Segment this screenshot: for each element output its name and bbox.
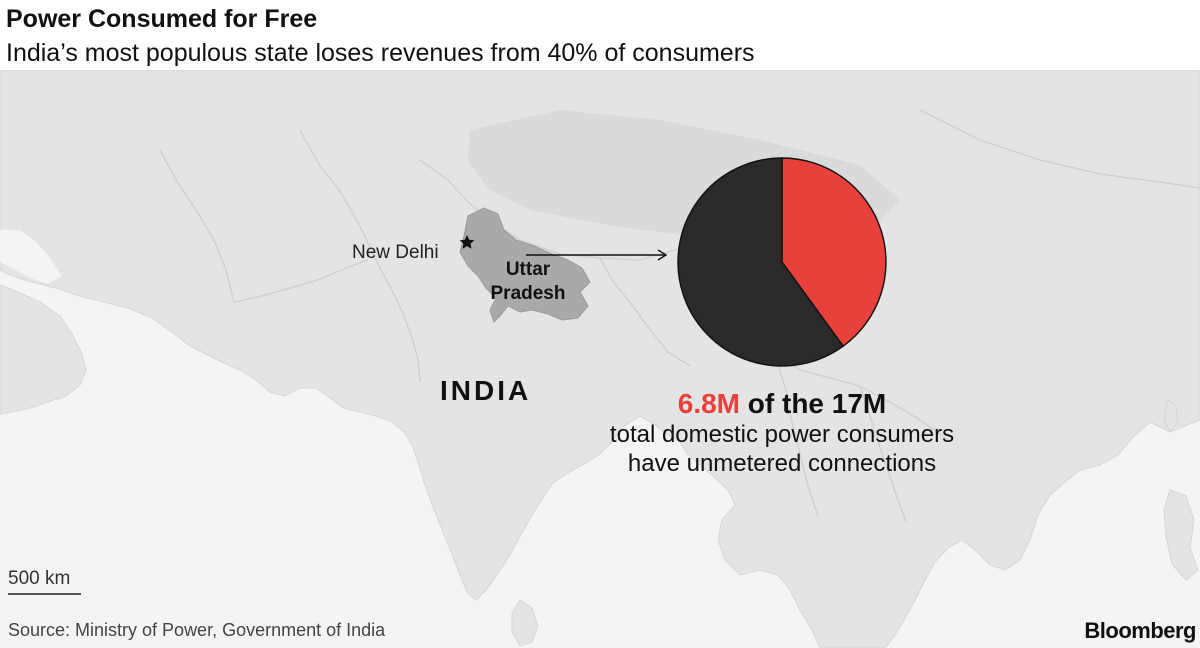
callout-line3: have unmetered connections: [627, 450, 937, 477]
bloomberg-logo: Bloomberg: [1084, 618, 1196, 643]
pie-chart: [677, 157, 887, 367]
island-taiwan: [1163, 399, 1179, 433]
callout-highlight: 6.8M: [677, 388, 740, 419]
state-label: Uttar Pradesh: [476, 258, 580, 306]
source-note: Source: Ministry of Power, Government of…: [8, 620, 386, 640]
state-label-line2: Pradesh: [490, 283, 566, 304]
star-icon: [459, 235, 475, 249]
scale-bar: [8, 593, 81, 595]
chart-title: Power Consumed for Free: [6, 5, 318, 33]
scale-label: 500 km: [8, 568, 71, 589]
header: Power Consumed for Free India’s most pop…: [6, 0, 1196, 70]
island-srilanka: [511, 599, 539, 647]
capital-label: New Delhi: [352, 242, 439, 263]
state-label-line1: Uttar: [505, 259, 551, 280]
chart-subtitle: India’s most populous state loses revenu…: [6, 39, 755, 67]
callout-line2: total domestic power consumers: [609, 421, 955, 448]
state-uttar-pradesh: [459, 207, 591, 323]
map-background: [0, 70, 1200, 648]
map-area: New Delhi Uttar Pradesh INDIA 6.8M of th…: [0, 70, 1200, 648]
pie-slice-unmetered: [781, 157, 887, 348]
callout-headline: 6.8M of the 17M: [560, 388, 1004, 420]
pie-slice-metered: [677, 157, 845, 367]
callout-head-rest: of the 17M: [747, 388, 887, 419]
callout-text: 6.8M of the 17M total domestic power con…: [560, 388, 1004, 478]
country-label: INDIA: [440, 375, 532, 406]
landmass-arabia: [0, 284, 87, 415]
island-philippines: [1163, 489, 1199, 581]
arrow-head-icon: [657, 249, 668, 261]
gulf: [0, 230, 62, 284]
